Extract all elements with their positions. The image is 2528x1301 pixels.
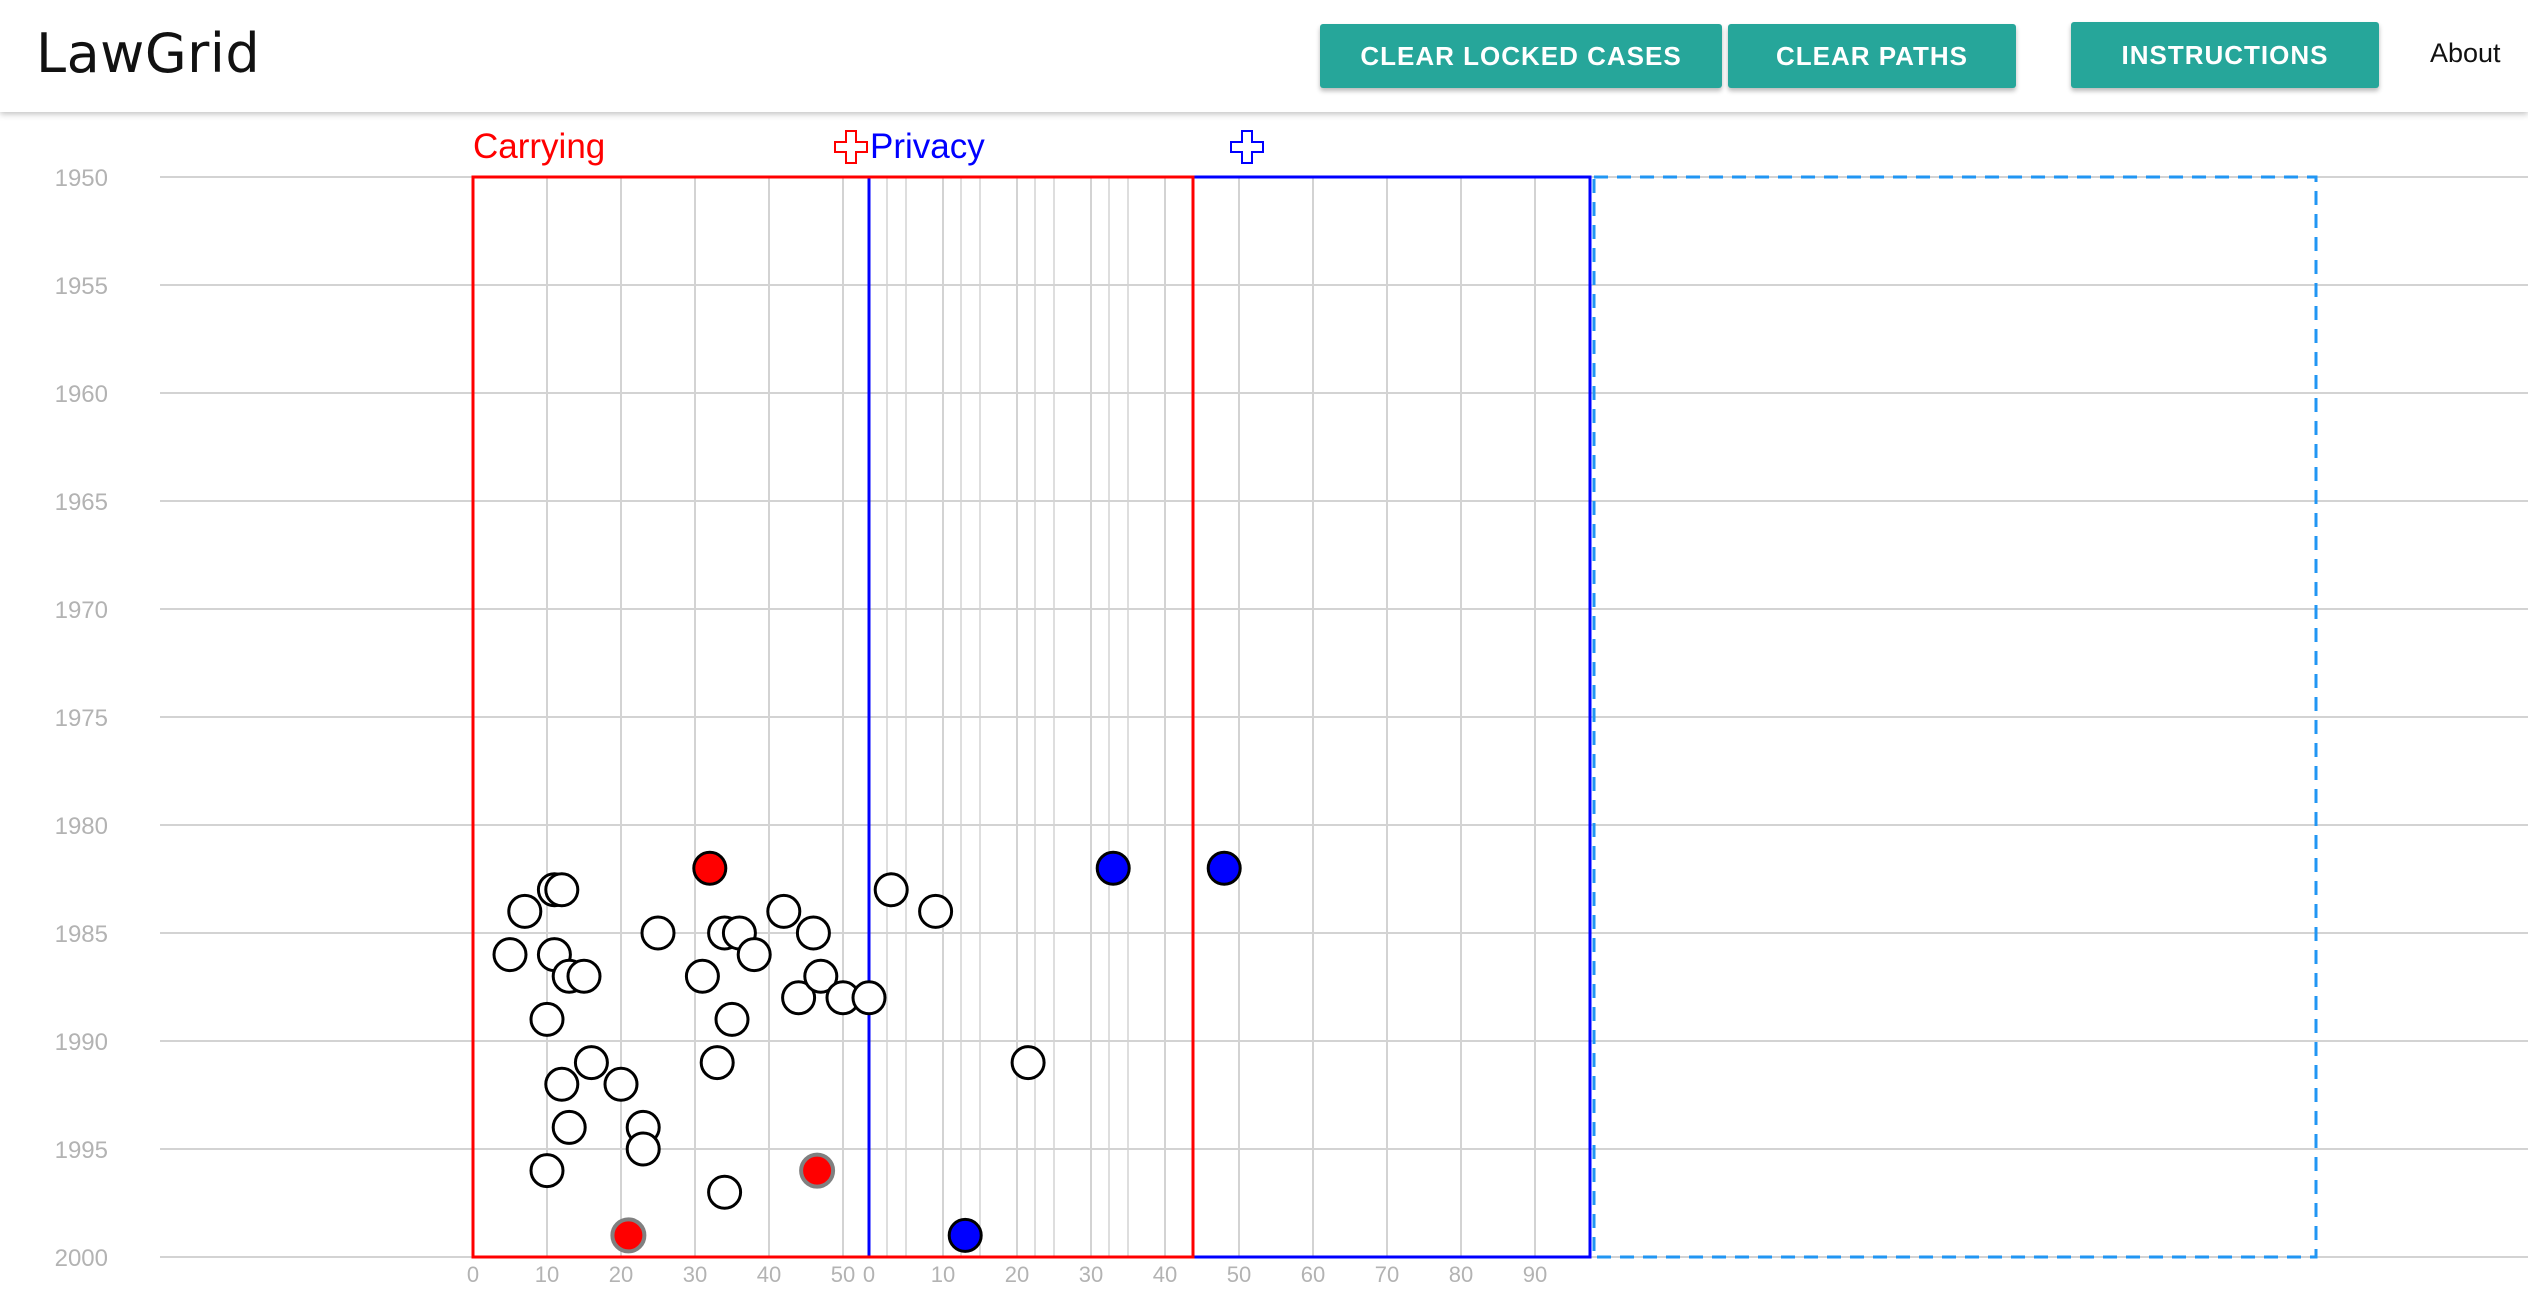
year-tick-label: 1960 — [55, 381, 108, 408]
case-point[interactable] — [640, 915, 676, 951]
year-tick-label: 1950 — [55, 165, 108, 192]
case-point[interactable] — [699, 1045, 735, 1081]
case-point[interactable] — [684, 958, 720, 994]
case-point[interactable] — [873, 872, 909, 908]
year-tick-label: 1965 — [55, 489, 108, 516]
privacy-column-frame — [867, 175, 1592, 1259]
privacy-column-label[interactable]: Privacy — [870, 127, 985, 166]
lawgrid-plot: 1950 1955 1960 1965 1970 1975 1980 1985 1990 1995… — [0, 112, 2528, 1296]
case-point[interactable] — [803, 958, 839, 994]
year-tick-label: 1990 — [55, 1029, 108, 1056]
locked-case-point[interactable] — [947, 1217, 983, 1253]
locked-case-point[interactable] — [1206, 850, 1242, 886]
locked-case-point[interactable] — [692, 850, 728, 886]
case-point[interactable] — [603, 1066, 639, 1102]
carrying-add-icon[interactable] — [834, 130, 868, 164]
x-tick-label: 50 — [1227, 1262, 1251, 1287]
x-tick-label: 20 — [609, 1262, 633, 1287]
column-frames — [471, 175, 2318, 1259]
case-points — [492, 850, 1242, 1254]
lawgrid-chart: 1950 1955 1960 1965 1970 1975 1980 1985 1990 1995… — [55, 127, 2528, 1287]
x-axis: 0 10 20 30 40 50 0 10 20 30 40 50 60 70 80 90 — [467, 1262, 1547, 1287]
x-tick-label: 70 — [1375, 1262, 1399, 1287]
case-point[interactable] — [625, 1131, 661, 1167]
case-point[interactable] — [544, 1066, 580, 1102]
case-point[interactable] — [544, 872, 580, 908]
year-tick-label: 1980 — [55, 813, 108, 840]
locked-case-point[interactable] — [610, 1217, 647, 1254]
x-tick-label: 80 — [1449, 1262, 1473, 1287]
case-point[interactable] — [795, 915, 831, 951]
x-tick-label: 40 — [757, 1262, 781, 1287]
case-point[interactable] — [707, 1174, 743, 1210]
case-point[interactable] — [507, 893, 543, 929]
case-point[interactable] — [492, 937, 528, 973]
x-tick-label: 20 — [1005, 1262, 1029, 1287]
year-tick-label: 2000 — [55, 1245, 108, 1272]
case-point[interactable] — [529, 1153, 565, 1189]
year-tick-label: 1995 — [55, 1137, 108, 1164]
case-point[interactable] — [918, 893, 954, 929]
carrying-column-frame — [471, 175, 1195, 1259]
x-tick-label: 60 — [1301, 1262, 1325, 1287]
app-title[interactable]: LawGrid — [36, 22, 261, 85]
x-tick-label: 50 — [831, 1262, 855, 1287]
clear-paths-button[interactable]: CLEAR PATHS — [1728, 24, 2016, 88]
new-column-drop-zone[interactable] — [1592, 175, 2318, 1259]
privacy-add-icon[interactable] — [1230, 130, 1264, 164]
case-point[interactable] — [714, 1001, 750, 1037]
x-tick-label: 10 — [535, 1262, 559, 1287]
x-tick-label: 30 — [1079, 1262, 1103, 1287]
case-point[interactable] — [529, 1001, 565, 1037]
year-tick-label: 1970 — [55, 597, 108, 624]
x-tick-label: 40 — [1153, 1262, 1177, 1287]
instructions-button[interactable]: INSTRUCTIONS — [2071, 22, 2379, 88]
carrying-column-label[interactable]: Carrying — [473, 127, 605, 166]
case-point[interactable] — [766, 893, 802, 929]
case-point[interactable] — [1010, 1045, 1046, 1081]
year-axis: 1950 1955 1960 1965 1970 1975 1980 1985 1990 1995… — [55, 165, 108, 1272]
case-point[interactable] — [736, 937, 772, 973]
column-headers: Carrying Privacy — [473, 127, 1264, 166]
year-tick-label: 1985 — [55, 921, 108, 948]
top-navbar: LawGrid CLEAR LOCKED CASES CLEAR PATHS I… — [0, 0, 2528, 112]
case-point[interactable] — [851, 980, 887, 1016]
case-point[interactable] — [551, 1109, 587, 1145]
case-point[interactable] — [781, 980, 817, 1016]
locked-case-point[interactable] — [1095, 850, 1131, 886]
locked-case-point[interactable] — [799, 1152, 836, 1189]
x-tick-label: 0 — [467, 1262, 479, 1287]
year-tick-label: 1975 — [55, 705, 108, 732]
x-tick-label: 10 — [931, 1262, 955, 1287]
clear-locked-cases-button[interactable]: CLEAR LOCKED CASES — [1320, 24, 1722, 88]
x-tick-label: 0 — [863, 1262, 875, 1287]
year-tick-label: 1955 — [55, 273, 108, 300]
about-link[interactable]: About — [2430, 38, 2501, 68]
x-tick-label: 90 — [1523, 1262, 1547, 1287]
case-point[interactable] — [566, 958, 602, 994]
case-point[interactable] — [573, 1045, 609, 1081]
x-tick-label: 30 — [683, 1262, 707, 1287]
grid-layer — [160, 176, 2528, 1258]
